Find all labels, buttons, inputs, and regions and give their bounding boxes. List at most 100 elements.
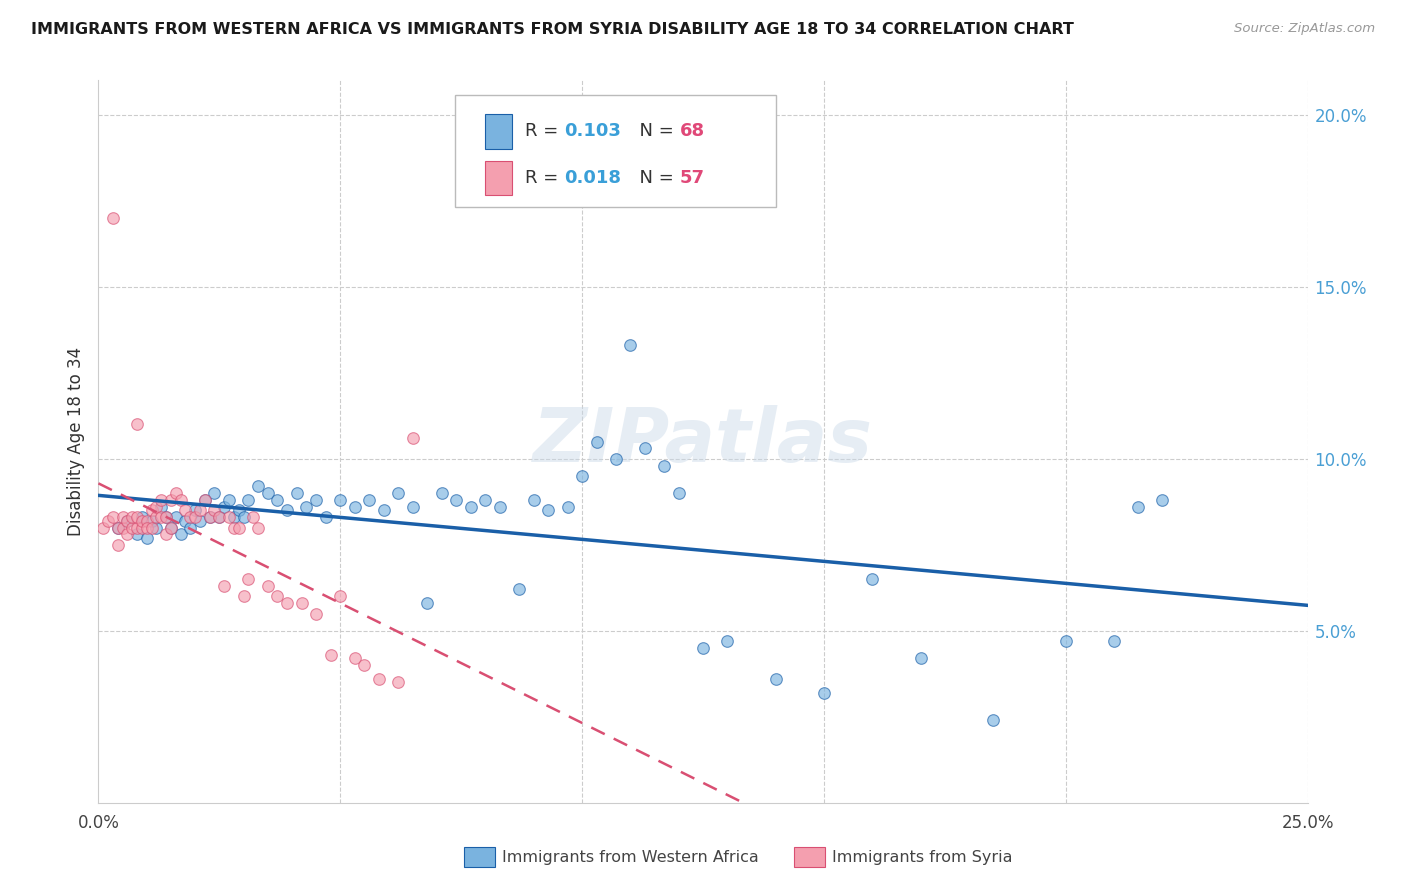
- Point: [212, 500, 235, 514]
- Point: [557, 500, 579, 514]
- Point: [198, 510, 221, 524]
- Point: [188, 503, 211, 517]
- Text: 68: 68: [681, 122, 706, 140]
- Point: [416, 596, 439, 610]
- Point: [188, 514, 211, 528]
- Point: [91, 520, 114, 534]
- Point: [1152, 493, 1174, 508]
- Point: [150, 510, 173, 524]
- Point: [179, 510, 201, 524]
- Point: [247, 479, 270, 493]
- Point: [150, 493, 173, 508]
- Point: [329, 590, 352, 604]
- Point: [276, 503, 298, 517]
- Point: [387, 486, 409, 500]
- Point: [285, 486, 308, 500]
- Point: [141, 514, 163, 528]
- Point: [155, 527, 177, 541]
- Point: [981, 713, 1004, 727]
- Point: [343, 651, 366, 665]
- Point: [446, 493, 468, 508]
- Point: [353, 658, 375, 673]
- Text: ZIPatlas: ZIPatlas: [533, 405, 873, 478]
- Point: [238, 572, 260, 586]
- Point: [1054, 634, 1077, 648]
- Point: [315, 510, 337, 524]
- Point: [212, 579, 235, 593]
- Point: [135, 531, 157, 545]
- Point: [135, 514, 157, 528]
- Point: [368, 672, 391, 686]
- Point: [228, 503, 250, 517]
- Point: [155, 510, 177, 524]
- Point: [160, 520, 183, 534]
- Point: [127, 417, 149, 432]
- Point: [634, 442, 657, 456]
- Text: 0.103: 0.103: [564, 122, 621, 140]
- Point: [131, 514, 153, 528]
- Point: [121, 510, 143, 524]
- Point: [141, 520, 163, 534]
- Point: [145, 500, 167, 514]
- Point: [619, 338, 641, 352]
- FancyBboxPatch shape: [485, 161, 512, 195]
- Point: [238, 493, 260, 508]
- Point: [150, 500, 173, 514]
- Point: [111, 520, 134, 534]
- Point: [290, 596, 312, 610]
- Point: [387, 675, 409, 690]
- Point: [145, 510, 167, 524]
- Point: [169, 527, 191, 541]
- Point: [101, 510, 124, 524]
- Point: [716, 634, 738, 648]
- Point: [208, 510, 231, 524]
- Point: [537, 503, 560, 517]
- Point: [145, 520, 167, 534]
- Point: [117, 527, 139, 541]
- Point: [141, 503, 163, 517]
- FancyBboxPatch shape: [456, 95, 776, 207]
- Point: [179, 520, 201, 534]
- Point: [111, 510, 134, 524]
- Point: [107, 520, 129, 534]
- Point: [127, 520, 149, 534]
- Y-axis label: Disability Age 18 to 34: Disability Age 18 to 34: [66, 347, 84, 536]
- Point: [184, 510, 207, 524]
- Point: [266, 493, 288, 508]
- Text: R =: R =: [526, 169, 564, 187]
- Point: [523, 493, 546, 508]
- Point: [208, 510, 231, 524]
- Point: [430, 486, 453, 500]
- Point: [174, 514, 197, 528]
- Point: [276, 596, 298, 610]
- Point: [135, 520, 157, 534]
- Point: [169, 493, 191, 508]
- Point: [101, 211, 124, 225]
- Point: [295, 500, 318, 514]
- Point: [256, 486, 278, 500]
- Point: [131, 520, 153, 534]
- Point: [765, 672, 787, 686]
- Point: [402, 500, 425, 514]
- Point: [1128, 500, 1150, 514]
- Point: [222, 510, 245, 524]
- Point: [97, 514, 120, 528]
- Text: Immigrants from Syria: Immigrants from Syria: [832, 850, 1012, 864]
- Point: [174, 503, 197, 517]
- Text: 57: 57: [681, 169, 704, 187]
- Point: [165, 486, 187, 500]
- Point: [692, 640, 714, 655]
- Text: 0.018: 0.018: [564, 169, 621, 187]
- Point: [127, 527, 149, 541]
- Point: [127, 510, 149, 524]
- Point: [107, 520, 129, 534]
- Text: R =: R =: [526, 122, 564, 140]
- Text: Source: ZipAtlas.com: Source: ZipAtlas.com: [1234, 22, 1375, 36]
- Point: [508, 582, 530, 597]
- Point: [305, 493, 328, 508]
- Point: [218, 510, 240, 524]
- Point: [305, 607, 328, 621]
- Point: [359, 493, 381, 508]
- Point: [121, 520, 143, 534]
- Point: [232, 510, 254, 524]
